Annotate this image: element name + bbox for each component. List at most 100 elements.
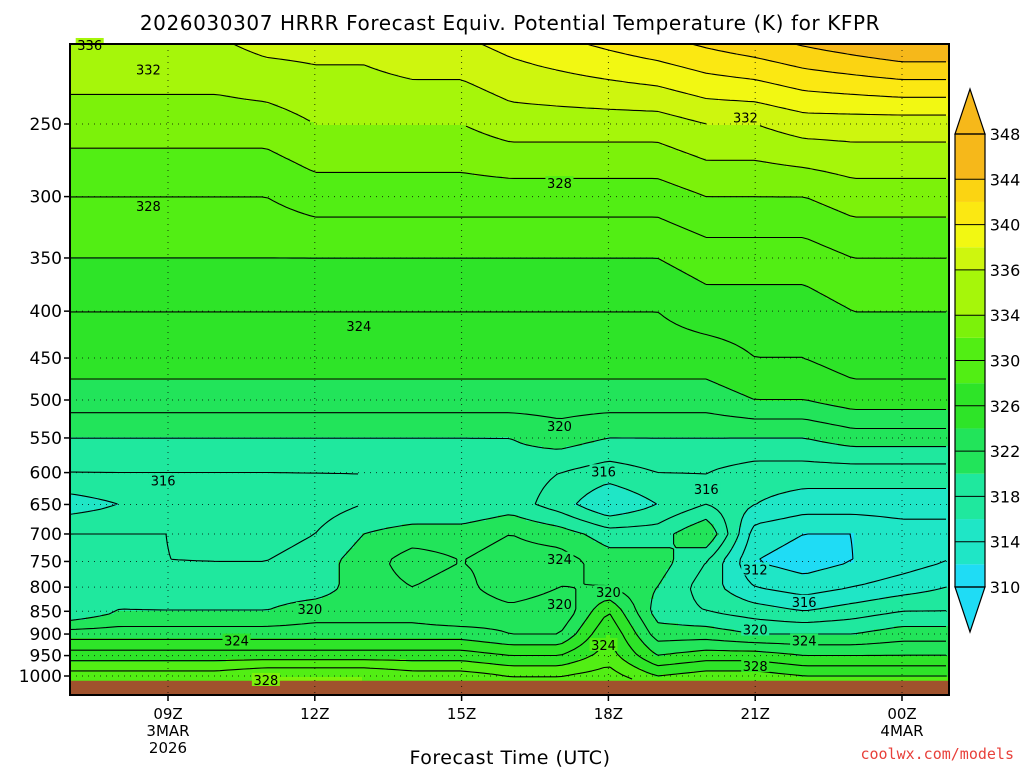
field-cell [86,311,91,315]
field-cell [94,386,99,390]
field-cell [78,233,83,237]
field-cell [86,533,91,537]
field-cell [70,200,75,204]
field-cell [78,59,83,63]
field-cell [70,215,75,219]
field-cell [86,485,91,489]
field-cell [94,554,99,558]
field-cell [82,257,87,261]
field-cell [98,125,103,129]
field-cell [74,149,79,153]
field-cell [90,71,95,75]
field-cell [98,158,103,162]
field-cell [70,56,75,60]
field-cell [86,92,91,96]
field-cell [82,302,87,306]
field-cell [86,254,91,258]
field-cell [82,335,87,339]
field-cell [82,344,87,348]
field-cell [90,593,95,597]
field-cell [78,449,83,453]
field-cell [90,671,95,675]
field-cell [90,77,95,81]
field-cell [70,272,75,276]
field-cell [94,479,99,483]
field-cell [78,392,83,396]
field-cell [86,137,91,141]
field-cell [78,605,83,609]
field-cell [98,113,103,117]
field-cell [94,395,99,399]
field-cell [78,305,83,309]
field-cell [78,530,83,534]
field-cell [78,569,83,573]
field-cell [86,107,91,111]
field-cell [98,599,103,603]
field-cell [74,188,79,192]
field-cell [74,536,79,540]
field-cell [94,389,99,393]
field-cell [86,620,91,624]
field-cell [74,110,79,114]
field-cell [74,395,79,399]
field-cell [70,71,75,75]
field-cell [70,503,75,507]
field-cell [78,485,83,489]
field-cell [86,641,91,645]
field-cell [78,215,83,219]
field-cell [78,515,83,519]
field-cell [70,428,75,432]
field-cell [98,239,103,243]
field-cell [78,509,83,513]
field-cell [90,344,95,348]
field-cell [82,125,87,129]
field-cell [70,158,75,162]
field-cell [82,200,87,204]
field-cell [90,317,95,321]
field-cell [90,341,95,345]
field-cell [94,149,99,153]
field-cell [98,437,103,441]
field-cell [82,236,87,240]
field-cell [94,173,99,177]
field-cell [86,644,91,648]
field-cell [94,62,99,66]
field-cell [86,215,91,219]
field-cell [74,545,79,549]
field-cell [90,398,95,402]
field-cell [94,209,99,213]
field-cell [82,80,87,84]
field-cell [70,545,75,549]
field-cell [86,440,91,444]
field-cell [86,476,91,480]
field-cell [86,590,91,594]
field-cell [94,128,99,132]
field-cell [82,566,87,570]
field-cell [78,86,83,90]
field-cell [74,50,79,54]
field-cell [82,542,87,546]
field-cell [82,611,87,615]
field-cell [90,467,95,471]
field-cell [94,314,99,318]
field-cell [94,176,99,180]
field-cell [90,497,95,501]
field-cell [82,107,87,111]
field-cell [98,413,103,417]
field-cell [74,440,79,444]
field-cell [74,401,79,405]
field-cell [74,101,79,105]
field-cell [78,548,83,552]
field-cell [82,473,87,477]
field-cell [82,581,87,585]
field-cell [70,161,75,165]
field-cell [78,359,83,363]
field-cell [86,284,91,288]
field-cell [74,302,79,306]
field-cell [70,509,75,513]
field-cell [78,200,83,204]
field-cell [70,218,75,222]
field-cell [74,368,79,372]
field-cell [98,221,103,225]
field-cell [82,101,87,105]
